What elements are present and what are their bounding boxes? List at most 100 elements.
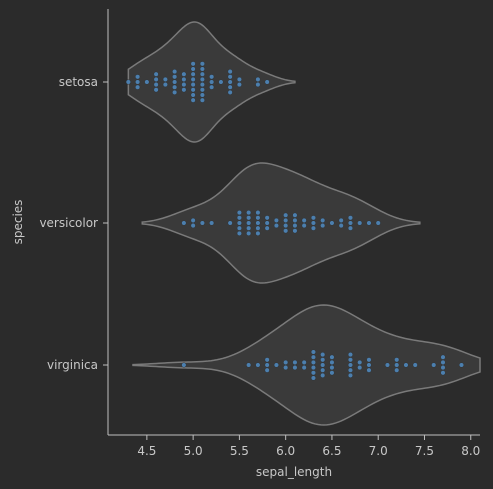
data-point-virginica: [246, 362, 252, 368]
data-point-versicolor: [199, 220, 205, 226]
data-point-virginica: [394, 367, 400, 373]
violin-versicolor: [141, 162, 421, 284]
data-point-virginica: [394, 357, 400, 363]
data-point-setosa: [190, 66, 196, 72]
data-point-virginica: [329, 359, 335, 365]
data-point-virginica: [181, 362, 187, 368]
data-point-virginica: [412, 362, 418, 368]
data-point-versicolor: [209, 220, 215, 226]
data-point-virginica: [329, 370, 335, 376]
x-tick-label: 6.0: [276, 444, 295, 458]
data-point-setosa: [199, 97, 205, 103]
data-point-setosa: [227, 84, 233, 90]
data-point-versicolor: [190, 223, 196, 229]
y-tick-label-virginica: virginica: [47, 358, 98, 372]
data-point-versicolor: [310, 225, 316, 231]
data-point-setosa: [190, 71, 196, 77]
data-point-virginica: [366, 367, 372, 373]
data-point-versicolor: [246, 230, 252, 236]
data-point-versicolor: [329, 220, 335, 226]
data-point-versicolor: [255, 225, 261, 231]
x-tick-label: 6.5: [322, 444, 341, 458]
data-point-versicolor: [255, 210, 261, 216]
data-point-setosa: [135, 79, 141, 85]
data-point-virginica: [347, 372, 353, 378]
data-point-virginica: [320, 362, 326, 368]
data-point-versicolor: [310, 215, 316, 221]
data-point-setosa: [199, 82, 205, 88]
data-point-virginica: [283, 365, 289, 371]
data-point-versicolor: [347, 225, 353, 231]
data-point-virginica: [264, 357, 270, 363]
data-point-virginica: [310, 370, 316, 376]
data-point-versicolor: [246, 215, 252, 221]
data-point-setosa: [172, 84, 178, 90]
data-point-setosa: [135, 74, 141, 80]
data-point-versicolor: [236, 230, 242, 236]
data-point-versicolor: [292, 228, 298, 234]
data-point-versicolor: [236, 215, 242, 221]
data-point-setosa: [227, 79, 233, 85]
data-point-setosa: [153, 71, 159, 77]
data-point-virginica: [384, 362, 390, 368]
data-point-setosa: [181, 71, 187, 77]
data-point-virginica: [310, 349, 316, 355]
data-point-setosa: [227, 69, 233, 75]
data-point-versicolor: [181, 220, 187, 226]
data-point-versicolor: [338, 217, 344, 223]
data-point-virginica: [310, 354, 316, 360]
y-ticks: setosa versicolor virginica: [39, 75, 108, 372]
data-point-virginica: [320, 372, 326, 378]
data-point-setosa: [209, 74, 215, 80]
data-point-setosa: [255, 82, 261, 88]
data-point-versicolor: [320, 217, 326, 223]
data-point-setosa: [190, 61, 196, 67]
data-point-setosa: [125, 79, 131, 85]
data-point-virginica: [357, 365, 363, 371]
data-point-versicolor: [357, 220, 363, 226]
data-point-versicolor: [301, 217, 307, 223]
data-point-versicolor: [246, 220, 252, 226]
y-tick-label-setosa: setosa: [59, 75, 98, 89]
data-point-virginica: [301, 359, 307, 365]
data-point-virginica: [329, 354, 335, 360]
data-point-setosa: [236, 76, 242, 82]
data-point-versicolor: [255, 215, 261, 221]
data-point-setosa: [255, 76, 261, 82]
data-point-versicolor: [283, 223, 289, 229]
data-point-setosa: [199, 76, 205, 82]
data-point-setosa: [209, 84, 215, 90]
data-point-versicolor: [190, 217, 196, 223]
data-point-versicolor: [283, 217, 289, 223]
data-point-virginica: [347, 352, 353, 358]
data-point-virginica: [283, 359, 289, 365]
data-point-virginica: [357, 359, 363, 365]
data-point-virginica: [273, 362, 279, 368]
data-point-versicolor: [273, 223, 279, 229]
data-point-virginica: [440, 365, 446, 371]
data-point-setosa: [153, 87, 159, 93]
data-point-versicolor: [375, 220, 381, 226]
data-point-virginica: [320, 352, 326, 358]
data-point-setosa: [181, 87, 187, 93]
data-point-setosa: [227, 74, 233, 80]
data-point-virginica: [292, 365, 298, 371]
data-point-versicolor: [283, 212, 289, 218]
data-point-setosa: [209, 79, 215, 85]
data-point-virginica: [458, 362, 464, 368]
data-point-setosa: [199, 71, 205, 77]
data-point-versicolor: [246, 210, 252, 216]
data-point-versicolor: [264, 220, 270, 226]
data-point-versicolor: [320, 223, 326, 229]
data-point-setosa: [172, 89, 178, 95]
data-point-versicolor: [255, 230, 261, 236]
data-point-setosa: [172, 74, 178, 80]
data-point-setosa: [190, 97, 196, 103]
data-point-virginica: [320, 367, 326, 373]
data-point-setosa: [135, 84, 141, 90]
y-axis-label: species: [11, 200, 25, 245]
data-point-versicolor: [264, 225, 270, 231]
data-point-setosa: [144, 79, 150, 85]
data-point-virginica: [394, 362, 400, 368]
